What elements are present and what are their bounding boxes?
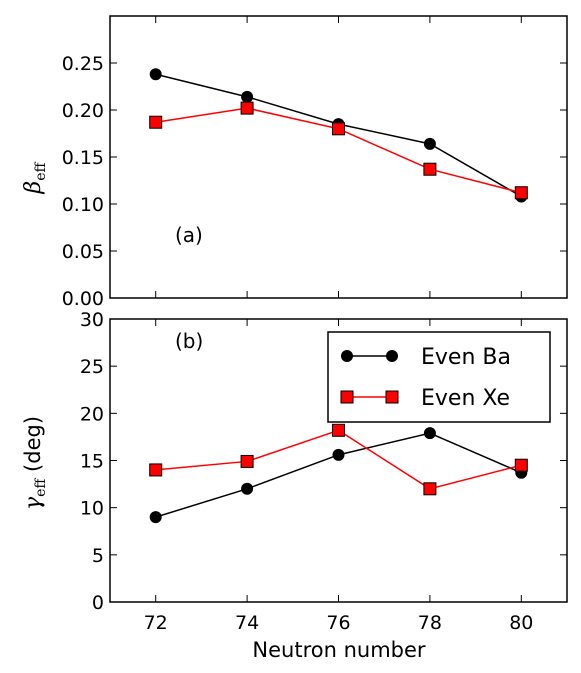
panel-b-series-line-even-ba <box>155 432 522 518</box>
panel-b-data-point-even-ba <box>332 448 345 461</box>
panel-a-label: (a) <box>175 223 203 247</box>
panel-b-ytick-label: 5 <box>92 545 104 567</box>
panel-b-ytick-label: 10 <box>80 498 104 520</box>
panel-b-data-point-even-xe <box>332 423 345 437</box>
panel-a-ytick-label: 0.15 <box>62 147 104 169</box>
legend-marker-even-ba <box>386 350 398 362</box>
panel-b-label: (b) <box>175 329 203 353</box>
panel-a-ytick-label: 0.25 <box>62 53 104 75</box>
panel-b: 0 5 10 15 20 25 30 72 74 76 78 80 (b) γeff (deg) Ev… <box>21 309 568 634</box>
legend-marker-even-xe <box>340 390 354 404</box>
panel-b-series-layer <box>149 423 528 524</box>
panel-b-frame <box>109 318 568 603</box>
panel-b-series-even-ba <box>149 427 528 524</box>
panel-a-data-point-even-ba <box>149 68 162 81</box>
panel-a-data-point-even-ba <box>423 137 436 150</box>
legend-marker-even-xe <box>385 390 399 404</box>
panel-b-ytick-label: 25 <box>80 356 104 378</box>
panel-b-data-point-even-xe <box>149 463 163 477</box>
panel-a-frame <box>109 15 568 299</box>
panel-a-data-point-even-xe <box>240 101 254 115</box>
panel-a-ylabel-symbol: β <box>21 181 46 195</box>
panel-b-data-point-even-ba <box>423 427 436 440</box>
panel-a-y-axis-label: βeff <box>21 161 49 194</box>
panel-b-ytick-label: 0 <box>92 592 104 614</box>
panel-b-ylabel-symbol: γ <box>21 496 46 510</box>
panel-b-data-point-even-xe <box>423 482 437 496</box>
panel-a-data-point-even-xe <box>149 115 163 129</box>
panel-a-series-even-ba <box>149 68 528 203</box>
panel-a-series-even-xe <box>149 101 528 200</box>
legend-marker-even-ba <box>341 350 353 362</box>
panel-a-data-point-even-xe <box>423 162 437 176</box>
x-axis-label: Neutron number <box>252 638 426 662</box>
panel-b-data-point-even-ba <box>149 511 162 524</box>
panel-a-ytick-label: 0.00 <box>62 288 104 310</box>
legend-box <box>327 331 551 423</box>
panel-b-series-even-xe <box>149 423 528 496</box>
panel-b-ytick-label: 30 <box>80 309 104 331</box>
legend-label-even-ba: Even Ba <box>421 345 511 370</box>
panel-b-ytick-label: 15 <box>80 451 104 473</box>
panel-b-xtick-label: 72 <box>144 612 168 634</box>
panel-a-data-point-even-xe <box>514 186 528 200</box>
panel-a-series-layer <box>149 68 528 203</box>
panel-b-xtick-label: 74 <box>235 612 259 634</box>
panel-b-tick-layer: 0 5 10 15 20 25 30 72 74 76 78 80 <box>80 309 567 634</box>
legend-label-even-xe: Even Xe <box>421 386 510 411</box>
panel-a-ytick-label: 0.20 <box>62 100 104 122</box>
legend-entry-even-ba: Even Ba <box>341 345 511 370</box>
panel-a-ytick-label: 0.05 <box>62 241 104 263</box>
panel-a-tick-layer: 0.00 0.05 0.10 0.15 0.20 0.25 <box>62 16 567 310</box>
panel-a-ytick-label: 0.10 <box>62 194 104 216</box>
legend: Even Ba Even Xe <box>327 331 551 423</box>
panel-a-ylabel-subscript: eff <box>33 161 49 180</box>
panel-b-ylabel-subscript: eff <box>33 478 49 497</box>
panel-b-ytick-label: 20 <box>80 403 104 425</box>
panel-b-xtick-label: 76 <box>326 612 350 634</box>
legend-entry-even-xe: Even Xe <box>340 386 510 411</box>
panel-b-data-point-even-xe <box>240 454 254 468</box>
panel-b-data-point-even-xe <box>514 458 528 472</box>
panel-a-data-point-even-ba <box>241 90 254 103</box>
panel-b-ylabel-suffix: (deg) <box>21 416 45 479</box>
panel-a-data-point-even-xe <box>332 122 345 136</box>
panel-b-xtick-label: 80 <box>509 612 533 634</box>
panel-b-y-axis-label: γeff (deg) <box>21 416 49 510</box>
panel-a: 0.00 0.05 0.10 0.15 0.20 0.25 (a) βeff <box>21 15 568 310</box>
panel-b-xtick-label: 78 <box>418 612 442 634</box>
panel-b-data-point-even-ba <box>241 482 254 495</box>
